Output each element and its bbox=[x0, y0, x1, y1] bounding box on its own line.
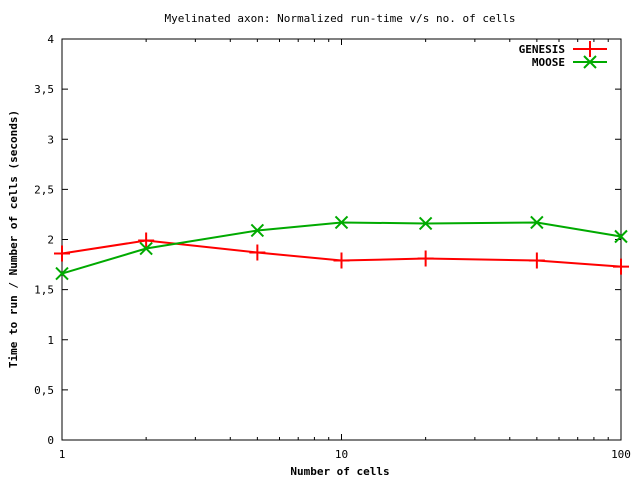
y-tick-label: 1 bbox=[47, 334, 54, 347]
y-axis-ticks: 0 0,5 1 1,5 2 2,5 3 3,5 4 bbox=[34, 33, 621, 447]
series-moose bbox=[55, 215, 628, 281]
data-point-moose bbox=[334, 215, 349, 230]
data-point-genesis bbox=[613, 258, 629, 275]
y-tick-label: 2 bbox=[47, 234, 54, 247]
data-point-moose bbox=[418, 216, 433, 231]
legend-label: GENESIS bbox=[519, 43, 565, 56]
legend-marker bbox=[583, 55, 597, 69]
data-point-moose bbox=[139, 241, 153, 256]
y-tick-label: 3,5 bbox=[34, 83, 54, 96]
x-tick-label: 1 bbox=[59, 448, 66, 461]
legend-label: MOOSE bbox=[532, 56, 565, 69]
data-point-genesis bbox=[333, 252, 350, 269]
data-point-genesis bbox=[417, 250, 434, 267]
data-point-genesis bbox=[528, 252, 545, 269]
legend-marker bbox=[582, 41, 598, 57]
data-point-moose bbox=[530, 215, 544, 230]
y-tick-label: 2,5 bbox=[34, 183, 54, 196]
data-point-moose bbox=[250, 223, 265, 238]
series-layer bbox=[54, 215, 629, 281]
data-point-moose bbox=[614, 229, 628, 244]
y-tick-label: 4 bbox=[47, 33, 54, 46]
y-tick-label: 1,5 bbox=[34, 284, 54, 297]
y-tick-label: 3 bbox=[47, 133, 54, 146]
chart-title: Myelinated axon: Normalized run-time v/s… bbox=[165, 12, 516, 25]
x-tick-label: 100 bbox=[611, 448, 631, 461]
y-axis-label: Time to run / Number of cells (seconds) bbox=[7, 110, 20, 368]
y-tick-label: 0,5 bbox=[34, 384, 54, 397]
data-point-genesis bbox=[54, 245, 70, 262]
data-point-genesis bbox=[138, 232, 155, 249]
plot-area-frame bbox=[61, 38, 622, 441]
data-point-moose bbox=[55, 266, 69, 281]
y-tick-label: 0 bbox=[47, 434, 54, 447]
x-tick-label: 10 bbox=[335, 448, 348, 461]
data-point-genesis bbox=[249, 244, 266, 261]
series-genesis bbox=[54, 232, 629, 275]
x-axis-label: Number of cells bbox=[290, 465, 389, 478]
